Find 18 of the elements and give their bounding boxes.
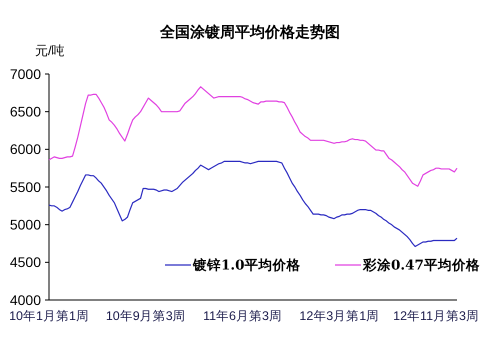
x-tick-label: 10年9月第3周 xyxy=(106,309,186,323)
y-tick-label: 5500 xyxy=(10,178,42,195)
y-tick-label: 4500 xyxy=(10,254,42,270)
line-series xyxy=(48,160,458,248)
y-tick-label: 4000 xyxy=(10,292,42,308)
chart-title: 全国涂镀周平均价格走势图 xyxy=(159,23,340,41)
x-tick-label: 12年11月第3周 xyxy=(393,309,479,323)
y-axis-title: 元/吨 xyxy=(35,43,65,58)
legend-label: 镀锌1.0平均价格 xyxy=(192,256,302,274)
x-tick-label: 11年6月第3周 xyxy=(203,309,282,323)
x-tick-label: 10年1月第1周 xyxy=(9,309,89,323)
line-series xyxy=(48,86,458,187)
y-tick-label: 7000 xyxy=(10,66,42,82)
y-tick-label: 6000 xyxy=(10,141,42,158)
y-tick-label: 5000 xyxy=(10,216,42,233)
y-tick-label: 6500 xyxy=(10,104,42,120)
legend-label: 彩涂0.47平均价格 xyxy=(362,258,481,274)
x-tick-label: 12年3月第1周 xyxy=(299,309,380,323)
